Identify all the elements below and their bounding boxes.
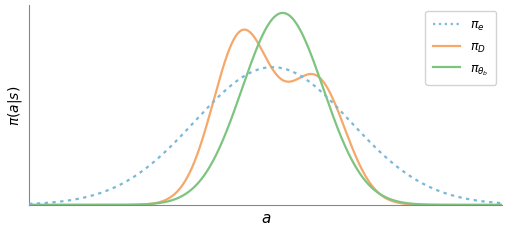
Legend: $\pi_e$, $\pi_D$, $\pi_{\theta_b}$: $\pi_e$, $\pi_D$, $\pi_{\theta_b}$ — [425, 12, 496, 85]
X-axis label: $a$: $a$ — [261, 210, 271, 225]
Y-axis label: $\pi(a|s)$: $\pi(a|s)$ — [6, 85, 23, 125]
